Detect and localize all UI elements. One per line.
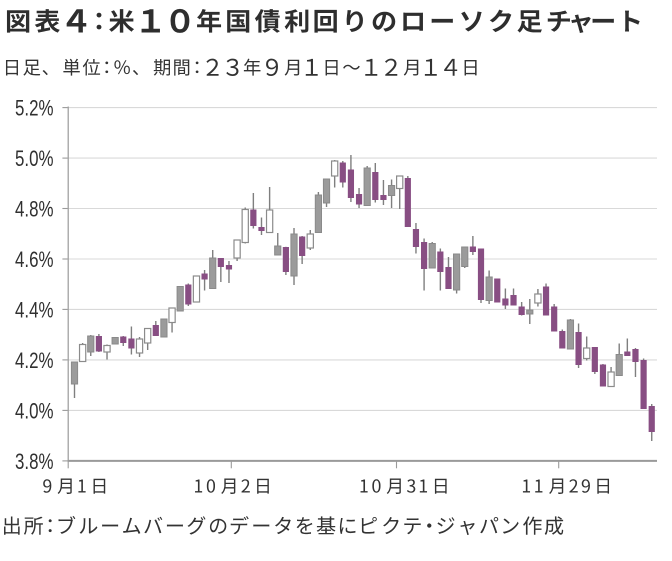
- svg-text:4.8%: 4.8%: [15, 197, 54, 222]
- svg-text:4.4%: 4.4%: [15, 297, 54, 322]
- svg-text:5.2%: 5.2%: [15, 96, 54, 121]
- svg-text:4.0%: 4.0%: [15, 398, 54, 423]
- svg-text:5.0%: 5.0%: [15, 146, 54, 171]
- svg-text:4.6%: 4.6%: [15, 247, 54, 272]
- svg-text:4.2%: 4.2%: [15, 348, 54, 373]
- svg-text:3.8%: 3.8%: [15, 449, 54, 474]
